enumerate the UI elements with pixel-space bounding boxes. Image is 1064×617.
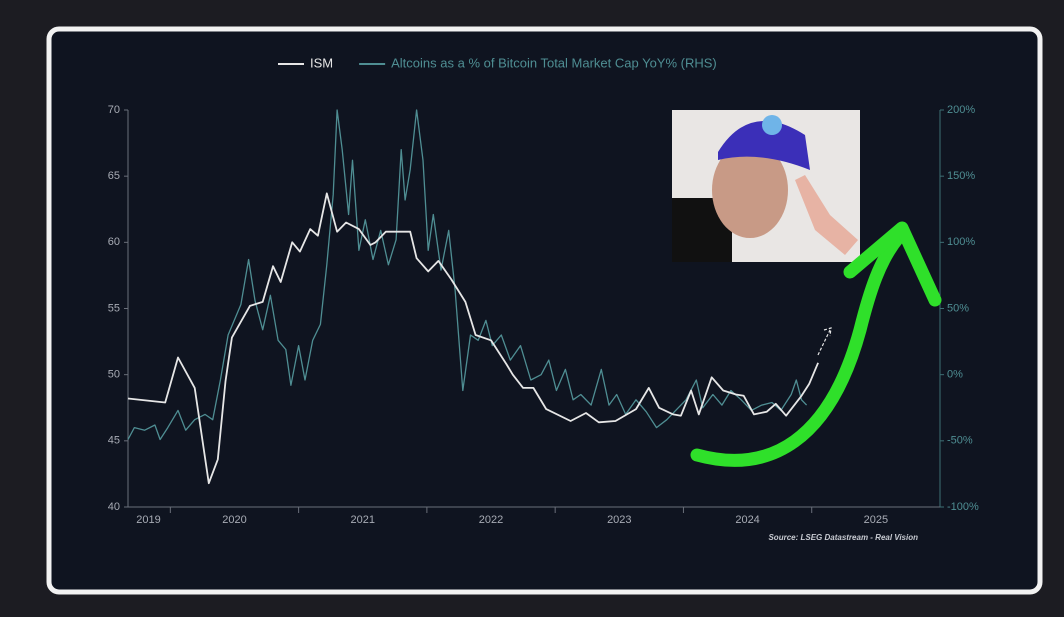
series-line (127, 109, 808, 441)
source-note: Source: LSEG Datastream - Real Vision (768, 533, 918, 542)
legend-label: Altcoins as a % of Bitcoin Total Market … (391, 55, 717, 70)
cap (718, 120, 810, 170)
y2-tick-label: 150% (947, 170, 975, 182)
y2-tick-label: -50% (947, 435, 973, 447)
x-tick-label: 2023 (607, 514, 631, 526)
cap-logo (762, 115, 782, 135)
green-arrow (690, 231, 905, 467)
y-tick-label: 65 (108, 170, 120, 182)
x-tick-label: 2019 (136, 514, 160, 526)
y2-tick-label: -100% (947, 501, 979, 513)
ism-projection (817, 327, 832, 356)
x-tick-label: 2020 (222, 514, 246, 526)
y-tick-label: 70 (108, 104, 120, 116)
y-tick-label: 45 (108, 435, 120, 447)
y-tick-label: 50 (108, 369, 120, 381)
y-tick-label: 55 (108, 302, 120, 314)
y2-tick-label: 0% (947, 369, 963, 381)
hand (795, 175, 858, 255)
x-tick-label: 2021 (351, 514, 375, 526)
legend-label: ISM (310, 55, 333, 70)
y2-tick-label: 100% (947, 236, 975, 248)
face (712, 142, 788, 238)
x-tick-label: 2024 (735, 514, 759, 526)
y-tick-label: 60 (108, 236, 120, 248)
x-tick-label: 2022 (479, 514, 503, 526)
x-tick-label: 2025 (864, 514, 888, 526)
presenter-photo (672, 110, 860, 262)
chart-frame (46, 26, 1043, 595)
y-tick-label: 40 (108, 501, 120, 513)
y2-tick-label: 50% (947, 302, 969, 314)
green-arrow-head (843, 221, 942, 307)
y2-tick-label: 200% (947, 104, 975, 116)
series-line (127, 192, 819, 485)
